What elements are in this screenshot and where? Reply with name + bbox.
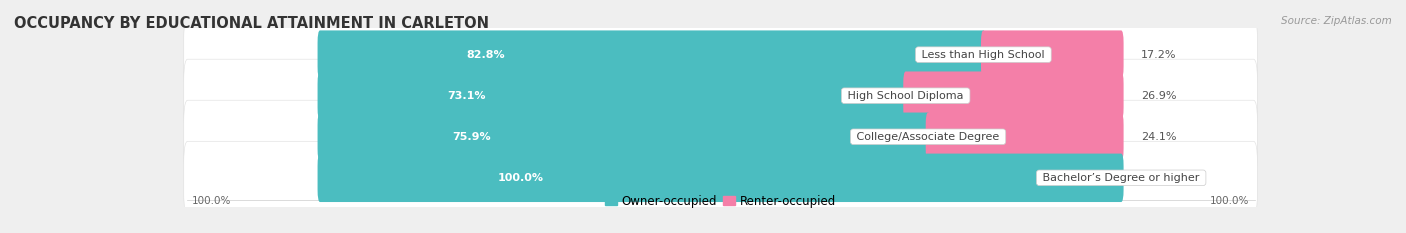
FancyBboxPatch shape <box>981 31 1123 79</box>
FancyBboxPatch shape <box>318 31 986 79</box>
Text: 17.2%: 17.2% <box>1142 50 1177 60</box>
Text: Less than High School: Less than High School <box>918 50 1049 60</box>
Text: 24.1%: 24.1% <box>1142 132 1177 142</box>
Text: OCCUPANCY BY EDUCATIONAL ATTAINMENT IN CARLETON: OCCUPANCY BY EDUCATIONAL ATTAINMENT IN C… <box>14 16 489 31</box>
FancyBboxPatch shape <box>318 113 931 161</box>
Text: 82.8%: 82.8% <box>467 50 505 60</box>
Text: High School Diploma: High School Diploma <box>844 91 967 101</box>
Text: 100.0%: 100.0% <box>498 173 543 183</box>
Text: 100.0%: 100.0% <box>191 196 231 206</box>
FancyBboxPatch shape <box>184 59 1257 132</box>
Text: 73.1%: 73.1% <box>447 91 485 101</box>
FancyBboxPatch shape <box>184 100 1257 173</box>
Text: College/Associate Degree: College/Associate Degree <box>853 132 1002 142</box>
FancyBboxPatch shape <box>318 154 1123 202</box>
FancyBboxPatch shape <box>184 141 1257 214</box>
FancyBboxPatch shape <box>184 18 1257 91</box>
FancyBboxPatch shape <box>318 72 908 120</box>
Legend: Owner-occupied, Renter-occupied: Owner-occupied, Renter-occupied <box>603 193 838 210</box>
Text: Source: ZipAtlas.com: Source: ZipAtlas.com <box>1281 16 1392 26</box>
Text: 75.9%: 75.9% <box>453 132 491 142</box>
Text: 100.0%: 100.0% <box>1211 196 1250 206</box>
FancyBboxPatch shape <box>925 113 1123 161</box>
FancyBboxPatch shape <box>903 72 1123 120</box>
Text: 26.9%: 26.9% <box>1142 91 1177 101</box>
Text: Bachelor’s Degree or higher: Bachelor’s Degree or higher <box>1039 173 1204 183</box>
Text: 0.0%: 0.0% <box>1142 173 1170 183</box>
